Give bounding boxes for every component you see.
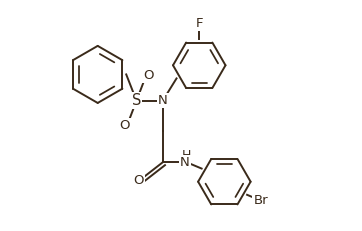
Text: O: O	[134, 173, 144, 187]
Text: Br: Br	[253, 194, 268, 207]
Text: O: O	[119, 119, 130, 132]
Text: H: H	[182, 149, 191, 162]
Text: O: O	[143, 69, 153, 82]
Text: N: N	[158, 94, 168, 107]
Text: N: N	[180, 156, 190, 169]
Text: S: S	[132, 93, 141, 108]
Text: F: F	[195, 17, 203, 30]
